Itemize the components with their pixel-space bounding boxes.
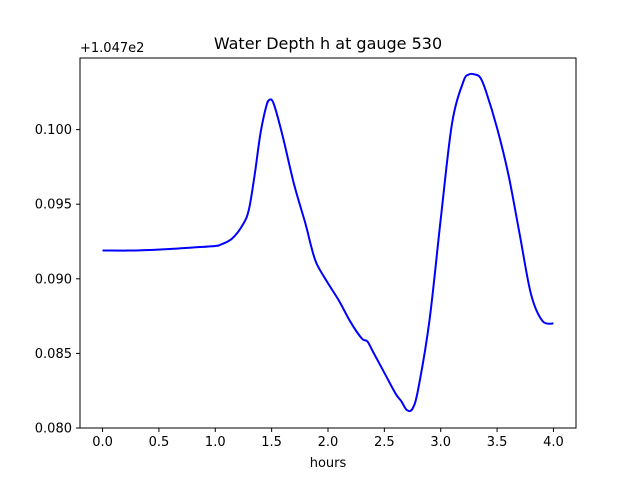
series-line [102,72,554,413]
plot-content [102,72,554,413]
x-tick-label: 0.5 [149,435,170,450]
y-tick-label: 0.100 [35,123,72,138]
y-offset-label: +1.047e2 [80,41,144,56]
x-tick-label: 2.0 [318,435,339,450]
x-axis-ticks: 0.0 0.5 1.0 1.5 2.0 2.5 3.0 3.5 4.0 [92,428,564,450]
x-axis-label: hours [310,456,347,471]
x-tick-label: 2.5 [374,435,395,450]
chart-title: Water Depth h at gauge 530 [214,34,442,53]
y-tick-label: 0.090 [35,272,72,287]
plot-frame [79,57,577,429]
y-tick-label: 0.080 [35,422,72,437]
x-tick-label: 4.0 [543,435,564,450]
y-axis-ticks: 0.080 0.085 0.090 0.095 0.100 [35,123,80,437]
x-tick-label: 3.5 [487,435,508,450]
x-tick-label: 1.0 [205,435,226,450]
x-tick-label: 0.0 [92,435,113,450]
y-tick-label: 0.095 [35,198,72,213]
x-tick-label: 1.5 [261,435,282,450]
y-tick-label: 0.085 [35,347,72,362]
x-tick-label: 3.0 [430,435,451,450]
